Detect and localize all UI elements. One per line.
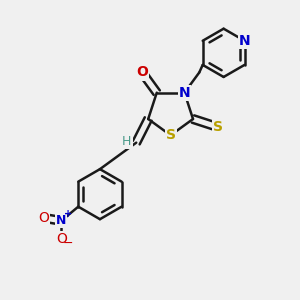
Text: O: O [38,211,49,225]
Text: N: N [56,214,67,227]
Text: −: − [62,237,73,250]
Text: O: O [56,232,67,246]
Text: H: H [122,135,131,148]
Text: S: S [166,128,176,142]
Text: O: O [136,65,148,80]
Text: S: S [213,120,223,134]
Text: N: N [178,86,190,100]
Text: +: + [64,209,72,219]
Text: N: N [239,34,250,48]
